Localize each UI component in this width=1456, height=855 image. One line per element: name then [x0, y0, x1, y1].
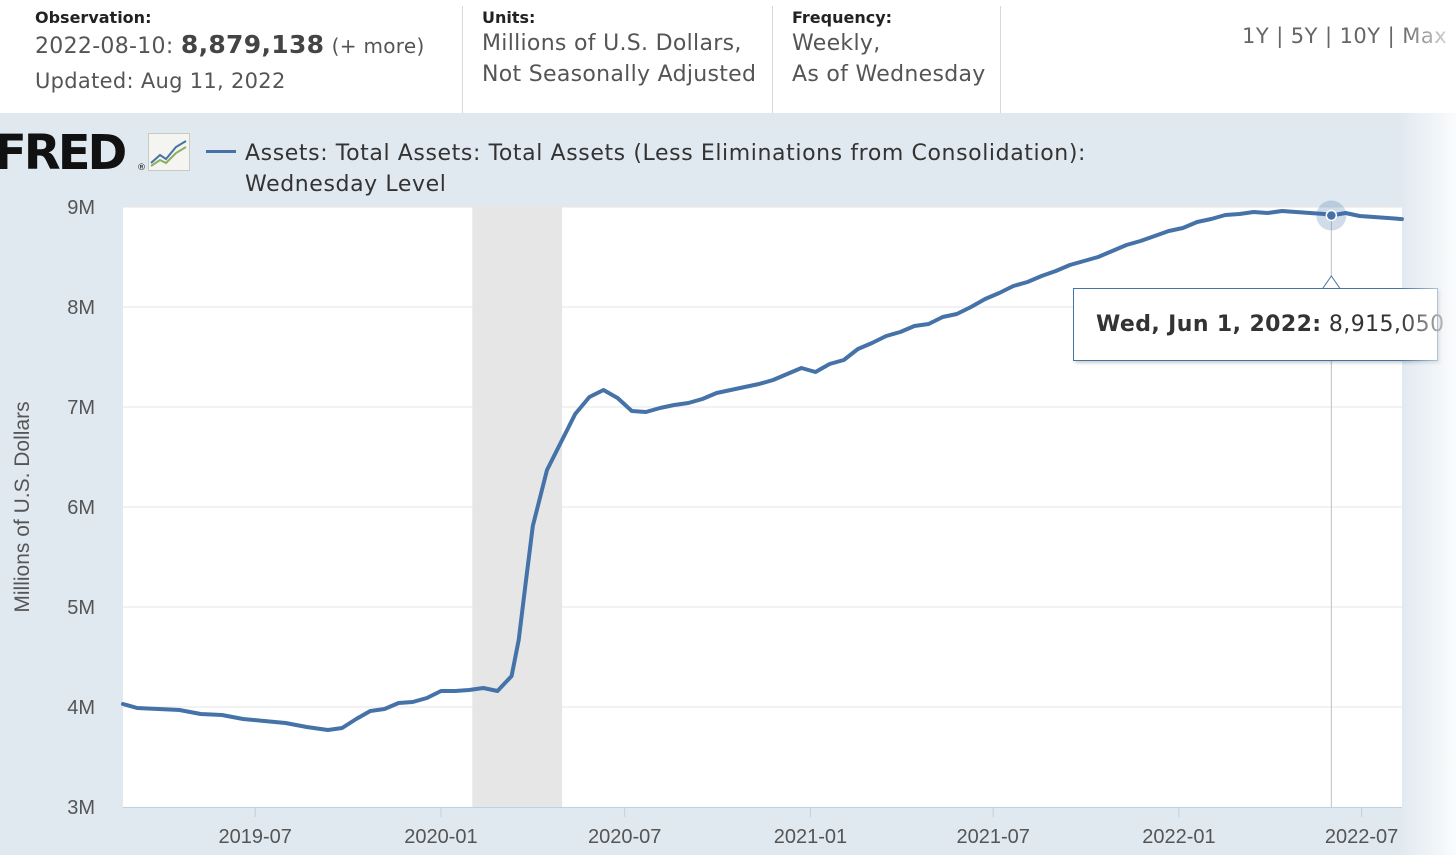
frequency-label: Frequency: — [792, 8, 893, 27]
summary-bar: Observation: 2022-08-10: 8,879,138 (+ mo… — [0, 0, 1456, 113]
range-10y-link[interactable]: 10Y — [1339, 24, 1381, 48]
frequency-line-1: Weekly, — [792, 31, 881, 56]
y-axis-title: Millions of U.S. Dollars — [11, 401, 34, 612]
divider — [1000, 6, 1001, 113]
range-divider: | — [1276, 24, 1284, 48]
observation-date: 2022-08-10: — [35, 34, 174, 59]
range-divider: | — [1387, 24, 1396, 48]
x-tick-label: 2022-07 — [1325, 826, 1398, 848]
fred-graph-icon — [148, 133, 190, 171]
y-tick-label: 5M — [67, 597, 95, 619]
y-tick-label: 4M — [67, 697, 95, 719]
x-tick-label: 2021-07 — [956, 826, 1029, 848]
fred-logo[interactable]: FRED — [0, 125, 127, 181]
units-line-2: Not Seasonally Adjusted — [482, 62, 757, 87]
y-tick-label: 6M — [67, 497, 95, 519]
chart-title-line-2: Wednesday Level — [245, 172, 447, 197]
x-tick-label: 2020-07 — [588, 826, 661, 848]
tooltip-date: Wed, Jun 1, 2022: — [1096, 312, 1322, 337]
range-divider: | — [1324, 24, 1333, 48]
units-line-1: Millions of U.S. Dollars, — [482, 31, 742, 56]
frequency-block: Frequency: Weekly, As of Wednesday — [773, 0, 1000, 113]
observation-label: Observation: — [35, 8, 152, 27]
observation-value: 8,879,138 — [180, 30, 325, 59]
hover-point — [1325, 209, 1338, 222]
y-tick-label: 3M — [67, 797, 95, 819]
updated-date: Updated: Aug 11, 2022 — [35, 69, 286, 93]
x-tick-label: 2020-01 — [404, 826, 477, 848]
divider — [772, 6, 773, 113]
chart-title: Assets: Total Assets: Total Assets (Less… — [245, 138, 1086, 200]
x-tick-label: 2022-01 — [1142, 826, 1215, 848]
chart-title-line-1: Assets: Total Assets: Total Assets (Less… — [245, 141, 1087, 166]
y-tick-label: 8M — [67, 297, 95, 319]
series-line — [121, 209, 1404, 732]
range-5y-link[interactable]: 5Y — [1290, 24, 1318, 48]
hover-tooltip: Wed, Jun 1, 2022: 8,915,050 — [1073, 288, 1444, 361]
y-tick-label: 7M — [67, 397, 95, 419]
y-tick-label: 9M — [67, 197, 95, 219]
tooltip-value: 8,915,050 — [1328, 312, 1445, 337]
units-block: Units: Millions of U.S. Dollars, Not Sea… — [463, 0, 772, 113]
range-1y-link[interactable]: 1Y — [1242, 24, 1270, 48]
x-tick-label: 2021-01 — [774, 826, 847, 848]
observation-line: 2022-08-10: 8,879,138 (+ more) — [35, 30, 425, 59]
fred-logo-registered: ® — [137, 163, 146, 173]
divider — [462, 6, 463, 113]
frequency-line-2: As of Wednesday — [792, 62, 986, 87]
units-label: Units: — [482, 8, 536, 27]
x-tick-label: 2019-07 — [219, 826, 292, 848]
observation-more-link[interactable]: (+ more) — [331, 34, 425, 58]
legend-swatch — [206, 150, 236, 153]
tooltip-content: Wed, Jun 1, 2022: 8,915,050 — [1096, 312, 1444, 337]
observation-block: Observation: 2022-08-10: 8,879,138 (+ mo… — [0, 0, 462, 113]
